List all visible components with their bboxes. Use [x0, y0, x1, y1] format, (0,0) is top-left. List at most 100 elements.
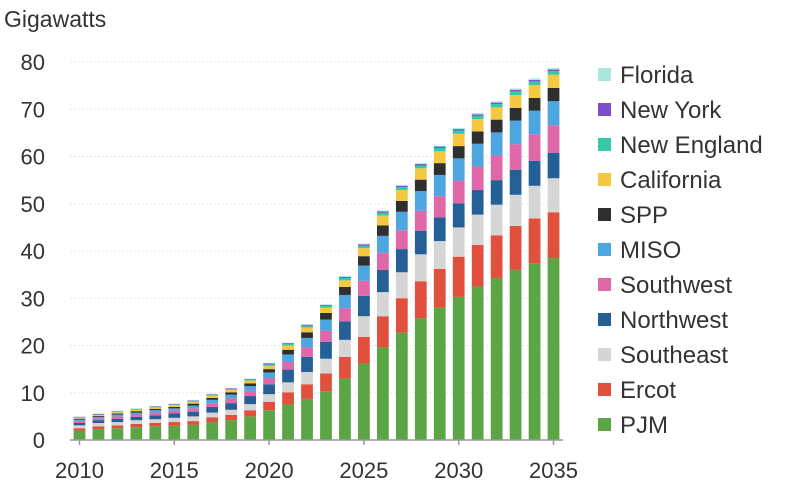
bar-segment-pjm-2022: [301, 398, 313, 440]
bar-segment-florida-2031: [471, 113, 484, 115]
bar-segment-northwest-2012: [111, 418, 124, 423]
bar-segment-new-england-2025: [358, 245, 370, 249]
bar-segment-miso-2016: [187, 405, 200, 409]
bar-segment-southwest-2016: [187, 408, 200, 412]
bar-segment-southeast-2021: [282, 382, 294, 393]
y-tick-label: 20: [21, 334, 45, 359]
bar-segment-ercot-2033: [509, 225, 522, 270]
bar-segment-miso-2015: [168, 408, 181, 411]
bar-segment-ercot-2022: [301, 384, 313, 399]
bar-segment-northwest-2034: [528, 160, 541, 186]
bar-segment-california-2018: [225, 389, 238, 393]
bar-segment-southeast-2019: [244, 404, 257, 411]
bar-segment-pjm-2018: [225, 420, 238, 440]
bar-segment-pjm-2023: [320, 391, 332, 440]
bar-segment-northwest-2035: [547, 152, 560, 179]
bar-segment-california-2015: [168, 405, 181, 407]
x-tick-label: 2030: [434, 458, 483, 483]
legend-swatch-california: [598, 173, 611, 186]
bar-segment-northwest-2032: [490, 180, 503, 205]
bar-segment-northwest-2013: [130, 416, 143, 421]
bar-segment-california-2020: [263, 365, 275, 370]
bar-segment-new-england-2028: [414, 165, 427, 169]
bar-segment-spp-2035: [547, 87, 560, 102]
bar-segment-southwest-2029: [433, 196, 446, 218]
legend-swatch-miso: [598, 243, 611, 256]
bar-segment-california-2035: [547, 74, 560, 88]
bar-segment-ercot-2029: [433, 268, 446, 308]
bar-segment-new-england-2030: [452, 130, 465, 134]
bar-segment-california-2010: [73, 417, 86, 419]
bar-segment-southwest-2017: [206, 403, 219, 407]
bar-segment-ercot-2028: [414, 281, 427, 319]
bar-segment-spp-2021: [282, 349, 294, 355]
bar-segment-new-york-2029: [433, 146, 446, 148]
bar-segment-pjm-2034: [528, 263, 541, 440]
bar-segment-northwest-2016: [187, 411, 200, 417]
bar-segment-spp-2015: [168, 406, 181, 409]
bar-segment-miso-2035: [547, 101, 560, 126]
bar-segment-southeast-2022: [301, 371, 313, 385]
bar-segment-new-york-2034: [528, 79, 541, 82]
bar-segment-northwest-2011: [92, 420, 105, 423]
bar-segment-southwest-2014: [149, 412, 162, 416]
bar-segment-pjm-2026: [376, 347, 389, 440]
bar-segment-california-2021: [282, 345, 294, 350]
bar-segment-pjm-2029: [433, 307, 446, 440]
y-tick-label: 10: [21, 381, 45, 406]
bar-segment-florida-2030: [452, 128, 465, 130]
bar-segment-spp-2023: [320, 312, 332, 320]
legend-label-new-york: New York: [620, 97, 722, 124]
bar-segment-new-england-2026: [376, 212, 389, 216]
bar-segment-ercot-2016: [187, 421, 200, 425]
bar-segment-southwest-2030: [452, 180, 465, 204]
bar-segment-pjm-2010: [73, 430, 86, 440]
bar-segment-ercot-2010: [73, 428, 86, 431]
bar-segment-southwest-2031: [471, 166, 484, 191]
bar-segment-new-york-2022: [301, 324, 313, 326]
bar-segment-new-england-2035: [547, 70, 560, 75]
bar-segment-northwest-2020: [263, 384, 275, 395]
bar-segment-southeast-2018: [225, 409, 238, 415]
bar-segment-miso-2024: [339, 294, 351, 309]
bar-segment-southwest-2022: [301, 347, 313, 357]
bar-segment-new-england-2020: [263, 364, 275, 366]
bar-segment-miso-2033: [509, 120, 522, 145]
bar-segment-spp-2012: [111, 413, 124, 415]
bar-segment-spp-2011: [92, 415, 105, 417]
bar-segment-ercot-2035: [547, 212, 560, 259]
bar-segment-new-england-2018: [225, 388, 238, 390]
bar-segment-miso-2017: [206, 399, 219, 404]
bar-segment-new-york-2021: [282, 343, 294, 345]
legend-label-miso: MISO: [620, 237, 681, 264]
x-tick-label: 2025: [339, 458, 388, 483]
bar-segment-spp-2025: [358, 256, 370, 266]
bar-segment-spp-2010: [73, 418, 86, 420]
bar-segment-southwest-2020: [263, 378, 275, 385]
bar-segment-california-2027: [395, 190, 408, 201]
bar-segment-ercot-2011: [92, 426, 105, 430]
bar-segment-southeast-2011: [92, 422, 105, 427]
bar-segment-spp-2028: [414, 179, 427, 191]
bar-segment-pjm-2021: [282, 404, 294, 440]
bar-segment-northwest-2025: [358, 295, 370, 317]
bar-segment-miso-2013: [130, 412, 143, 415]
bar-segment-southwest-2021: [282, 362, 294, 370]
bar-segment-spp-2024: [339, 286, 351, 295]
bar-segment-pjm-2017: [206, 422, 219, 440]
legend-label-southeast: Southeast: [620, 342, 728, 369]
bar-segment-pjm-2027: [395, 332, 408, 440]
bar-segment-ercot-2024: [339, 356, 351, 379]
bar-segment-new-england-2021: [282, 344, 294, 346]
bar-segment-pjm-2033: [509, 269, 522, 440]
bar-segment-new-england-2016: [187, 400, 200, 402]
bar-segment-southeast-2010: [73, 425, 86, 429]
bar-segment-miso-2010: [73, 419, 86, 422]
bar-segment-ercot-2034: [528, 218, 541, 264]
bar-segment-northwest-2017: [206, 406, 219, 413]
bar-segment-new-york-2033: [509, 89, 522, 92]
bar-segment-pjm-2019: [244, 416, 257, 441]
bar-segment-southeast-2017: [206, 412, 219, 418]
bar-segment-southeast-2023: [320, 358, 332, 374]
